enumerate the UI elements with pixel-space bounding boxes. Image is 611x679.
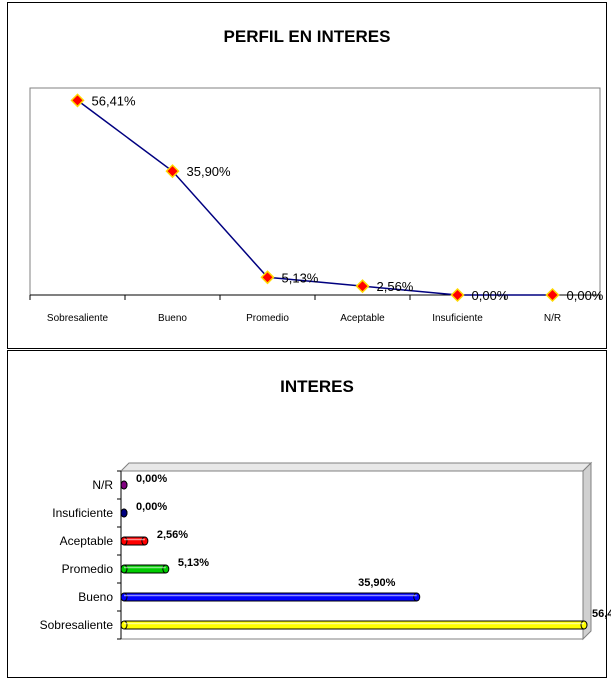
data-label: 5,13% [282, 270, 319, 285]
data-label: 35,90% [358, 577, 396, 589]
data-label: 0,00% [472, 288, 509, 303]
line-chart: PERFIL EN INTERES Sobresaliente Bueno Prom… [29, 27, 604, 324]
y-tick-label: Aceptable [60, 534, 114, 548]
bar-cap-right [162, 564, 170, 574]
bar-cap-left [120, 592, 128, 602]
data-label: 56,41% [92, 93, 137, 108]
x-tick-label: Sobresaliente [47, 313, 109, 324]
y-tick-label: Sobresaliente [40, 618, 114, 632]
bar [123, 564, 167, 574]
plot-right-wall [582, 461, 592, 641]
bar-cap-right [120, 508, 128, 518]
x-tick-label: Bueno [158, 313, 187, 324]
y-tick-label: N/R [92, 478, 113, 492]
data-label: 2,56% [157, 529, 188, 541]
chart-title: PERFIL EN INTERES [224, 27, 391, 46]
data-label: 35,90% [187, 164, 232, 179]
bar-cap-left [120, 536, 128, 546]
y-tick-label: Bueno [78, 590, 113, 604]
chart-title: INTERES [280, 377, 354, 396]
data-point-marker [70, 93, 85, 108]
data-label: 0,00% [567, 288, 604, 303]
bar-cap-right [580, 620, 588, 630]
bar-cap-left [120, 620, 128, 630]
x-tick-label: N/R [544, 313, 561, 324]
y-tick-label: Insuficiente [52, 506, 113, 520]
plot-top-wall [119, 462, 593, 472]
bar-cap-right [413, 592, 421, 602]
bar-chart-marks: Sobresaliente 56,41% Bueno 35,90% Promedio 5,… [40, 470, 611, 640]
data-point-marker [165, 164, 180, 179]
line-chart-panel: PERFIL EN INTERES Sobresaliente Bueno Prom… [7, 2, 607, 349]
data-label: 2,56% [377, 279, 414, 294]
data-point-marker [450, 287, 465, 303]
line-chart-marks: Sobresaliente Bueno Promedio Aceptable Insuf… [29, 93, 604, 324]
x-tick-label: Promedio [246, 313, 289, 324]
bar-cap-left [120, 564, 128, 574]
data-label: 5,13% [178, 557, 209, 569]
data-point-marker [545, 287, 560, 303]
data-label: 0,00% [136, 501, 167, 513]
bar [123, 592, 418, 602]
bar-cap-right [120, 480, 128, 490]
data-point-marker [260, 270, 275, 285]
bar [123, 620, 585, 630]
x-tick-label: Insuficiente [432, 313, 483, 324]
bar-chart: INTERES Sobresaliente 56,41% Bueno 35,90% Pr… [40, 377, 611, 641]
bar-cap-right [141, 536, 149, 546]
series-line [77, 99, 553, 296]
plot-area [120, 470, 584, 640]
bar-chart-panel: INTERES Sobresaliente 56,41% Bueno 35,90% Pr… [7, 350, 611, 678]
x-tick-label: Aceptable [340, 313, 385, 324]
data-label: 56,41% [592, 608, 611, 620]
y-tick-label: Promedio [62, 562, 114, 576]
plot-area [29, 87, 601, 296]
data-point-marker [355, 279, 370, 294]
data-label: 0,00% [136, 473, 167, 485]
